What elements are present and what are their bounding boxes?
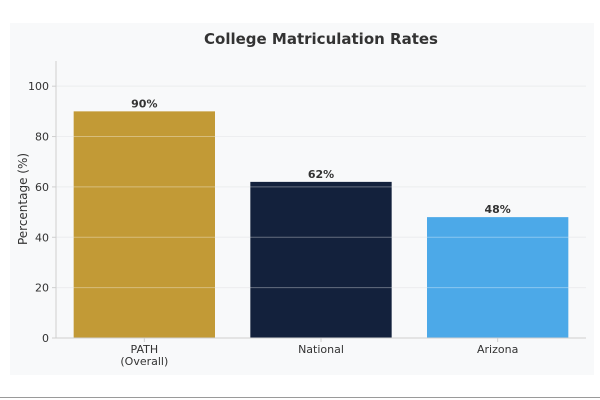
- y-tick-label: 80: [35, 131, 49, 144]
- x-category-label: Arizona: [477, 343, 518, 356]
- y-tick-label: 20: [35, 282, 49, 295]
- y-ticks: 0 20 40 60 80 100: [28, 80, 56, 345]
- bars: [73, 111, 569, 338]
- x-categories: PATH(Overall) National Arizona: [120, 338, 518, 368]
- y-tick-label: 60: [35, 181, 49, 194]
- data-label: 48%: [484, 203, 510, 216]
- bottom-divider: [0, 397, 600, 398]
- y-tick-label: 0: [42, 332, 49, 345]
- bar: [427, 217, 569, 338]
- x-category-label: PATH: [131, 343, 159, 356]
- data-label: 62%: [308, 168, 334, 181]
- bar: [73, 111, 216, 338]
- y-axis-label: Percentage (%): [16, 153, 30, 245]
- x-category-label: (Overall): [120, 355, 168, 368]
- x-category-label: National: [298, 343, 344, 356]
- data-label: 90%: [131, 97, 157, 110]
- chart-title: College Matriculation Rates: [204, 30, 438, 48]
- data-labels: 90% 62% 48%: [131, 97, 511, 216]
- y-tick-label: 100: [28, 80, 49, 93]
- grid-overlay: [56, 85, 586, 289]
- bar: [250, 181, 392, 338]
- y-tick-label: 40: [35, 231, 49, 244]
